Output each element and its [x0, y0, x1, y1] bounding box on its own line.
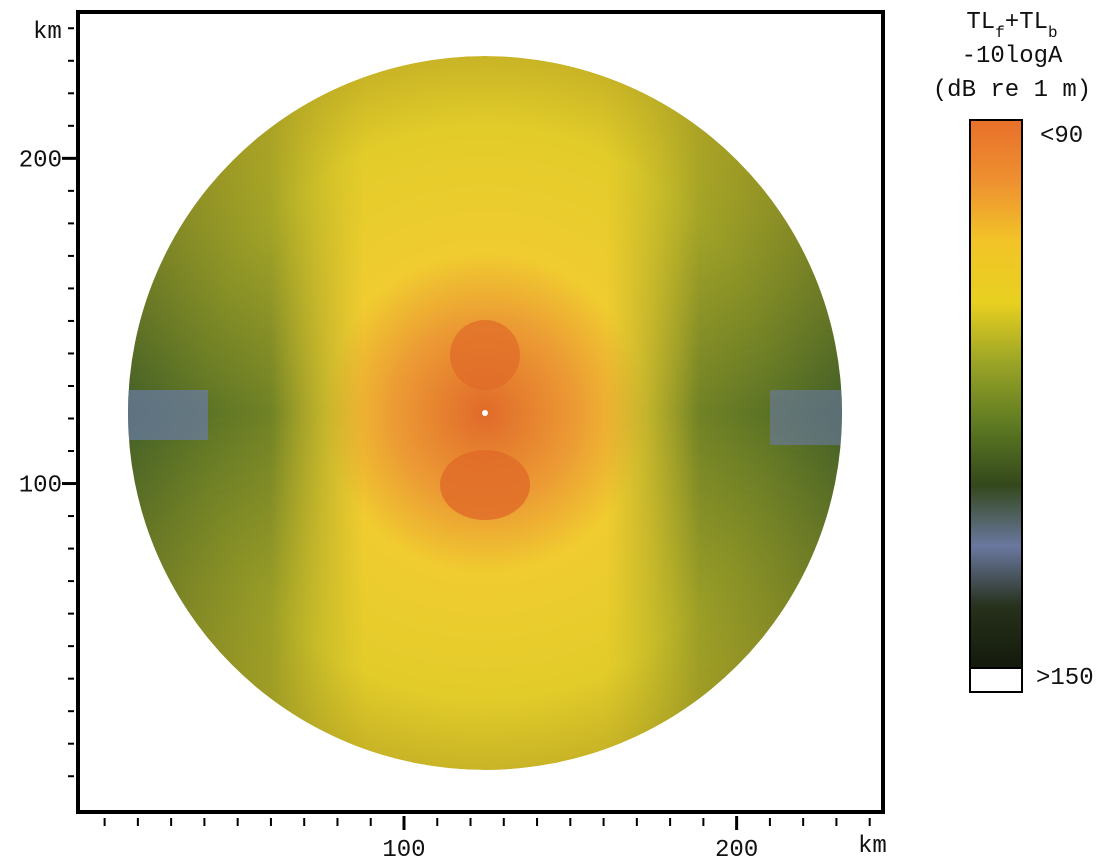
colorbar — [969, 119, 1023, 669]
y-unit: km — [33, 19, 62, 46]
x-tick-label: 200 — [715, 837, 758, 860]
y-tick-label: 100 — [19, 473, 62, 500]
raster-image — [128, 56, 842, 770]
colorbar-bottom-label: >150 — [1036, 665, 1094, 692]
plot-frame — [76, 10, 885, 814]
x-unit: km — [858, 833, 887, 860]
colorbar-end — [969, 667, 1023, 693]
colorbar-title-part: TL — [966, 9, 995, 36]
colorbar-title-part: +TL — [1005, 9, 1048, 36]
colorbar-title-part: -10logA — [962, 43, 1063, 70]
colorbar-title: -10logA — [962, 43, 1063, 70]
colorbar-title-part: (dB re 1 m) — [933, 77, 1091, 104]
colorbar-title: (dB re 1 m) — [933, 77, 1091, 104]
y-tick-label: 200 — [19, 147, 62, 174]
colorbar-title-part: f — [995, 24, 1005, 42]
colorbar-title: TLf+TLb — [966, 9, 1057, 42]
colorbar-top-label: <90 — [1040, 123, 1083, 150]
x-tick-label: 100 — [382, 837, 425, 860]
colorbar-title-part: b — [1048, 24, 1058, 42]
